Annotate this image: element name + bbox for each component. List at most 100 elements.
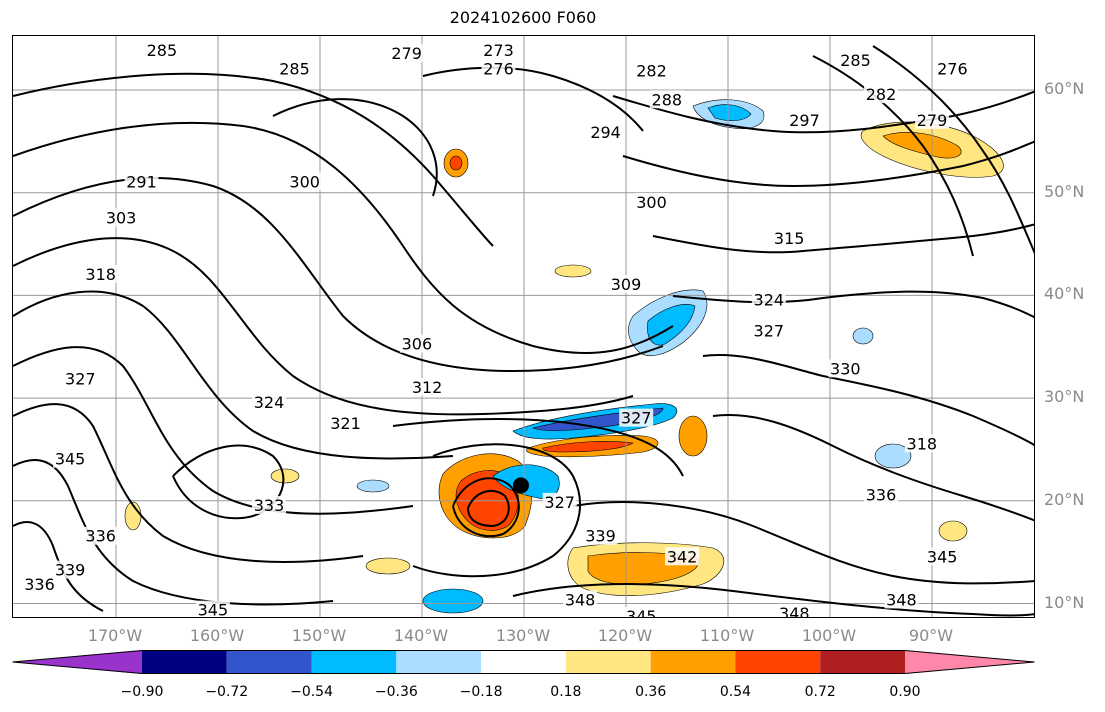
contour-label: 312	[412, 378, 443, 397]
colorbar-extend-high	[905, 650, 1035, 674]
contour-label-bg	[53, 449, 88, 468]
colorbar-tick-label: 0.18	[550, 684, 582, 700]
latitude-label: 10°N	[1044, 592, 1085, 612]
contour-label: 315	[774, 229, 805, 248]
contour-label-bg	[634, 192, 669, 211]
colorbar-segment	[142, 650, 227, 674]
colorbar-segment	[226, 650, 312, 674]
contour-label: 297	[789, 111, 820, 130]
latitude-label: 30°N	[1044, 387, 1085, 407]
contour-label-bg	[649, 90, 684, 109]
contour-label-bg	[838, 51, 873, 70]
contour-label: 306	[402, 335, 433, 354]
contour-label-bg	[619, 408, 654, 427]
contour-label-bg	[884, 590, 919, 609]
contour-label: 309	[611, 275, 642, 294]
contour-label: 345	[198, 601, 229, 618]
contour-label-bg	[777, 603, 812, 617]
colorbar-segment	[396, 650, 482, 674]
contour-label: 273	[483, 41, 514, 60]
contour-label: 324	[754, 291, 785, 310]
contour-label-bg	[935, 59, 970, 78]
contour-label-bg	[63, 369, 98, 388]
colorbar-tick-label: 0.54	[719, 684, 752, 700]
contour-label: 324	[254, 393, 285, 412]
contour-label-bg	[195, 600, 230, 617]
longitude-label: 130°W	[495, 626, 551, 645]
contour-label: 294	[590, 123, 621, 142]
latitude-label: 50°N	[1044, 181, 1085, 201]
contour-label: 279	[917, 111, 948, 130]
colorbar-extend-low	[12, 650, 142, 674]
contour-label: 348	[565, 590, 596, 609]
contour-label: 282	[866, 85, 897, 104]
contour-label-bg	[252, 393, 286, 412]
contour-label: 282	[636, 62, 667, 81]
contour-label: 318	[85, 265, 116, 284]
longitude-label: 110°W	[699, 626, 755, 645]
map-panel[interactable]: 285 279 273 276 282 285 276 288 282 279 297 294 285 3…	[12, 35, 1035, 618]
contour-label-bg	[83, 264, 118, 283]
colorbar-tick-label: −0.90	[120, 684, 164, 700]
contour-label: 276	[937, 59, 968, 78]
contour-label: 288	[652, 90, 683, 109]
colorbar-tick-label: 0.72	[804, 684, 836, 700]
contour-label: 327	[544, 493, 575, 512]
longitude-label: 140°W	[393, 626, 449, 645]
contour-label-bg	[665, 547, 700, 566]
contour-label-bg	[583, 526, 618, 545]
contour-label-bg	[104, 208, 139, 227]
contour-label-bg	[287, 172, 322, 191]
contour-label: 336	[866, 486, 897, 505]
contour-label-bg	[609, 275, 643, 294]
contour-label-bg	[328, 413, 363, 432]
longitude-label: 100°W	[801, 626, 857, 645]
colorbar-segment	[650, 650, 736, 674]
contour-label: 285	[279, 59, 310, 78]
latitude-label: 60°N	[1044, 79, 1085, 98]
longitude-label: 160°W	[189, 626, 245, 645]
contour-label-bg	[925, 547, 960, 566]
contour-label: 348	[886, 590, 917, 609]
contour-label: 327	[621, 409, 652, 428]
contour-label-bg	[787, 110, 822, 129]
colorbar-tick-label: −0.18	[459, 684, 503, 700]
contour-label-bg	[410, 377, 445, 396]
colorbar-segment	[820, 650, 905, 674]
contour-label: 342	[667, 547, 698, 566]
contour-label-bg	[83, 526, 118, 545]
longitude-label: 150°W	[291, 626, 347, 645]
contour-label: 333	[254, 496, 285, 515]
contour-label: 285	[840, 51, 871, 70]
contour-label: 327	[754, 321, 785, 340]
colorbar-segment	[735, 650, 821, 674]
contour-label: 336	[85, 527, 116, 546]
contour-label-bg	[751, 290, 786, 309]
contour-label-bg	[124, 172, 159, 191]
storm-center-marker[interactable]	[512, 477, 529, 494]
contour-label: 345	[927, 547, 958, 566]
contour-label-bg	[634, 61, 669, 80]
map-title: 2024102600 F060	[449, 8, 597, 27]
contour-label: 321	[330, 414, 361, 433]
contour-label: 318	[907, 434, 938, 453]
contour-label: 300	[636, 193, 667, 212]
latitude-label: 40°N	[1044, 284, 1085, 304]
colorbar-segment	[565, 650, 651, 674]
contour-label: 300	[289, 172, 320, 191]
contour-label-bg	[481, 59, 516, 78]
contour-label-bg	[252, 495, 286, 514]
contour-label-bg	[277, 59, 312, 78]
contour-label-bg	[915, 110, 949, 129]
colorbar-outline	[12, 650, 1035, 674]
contour-label: 276	[483, 59, 514, 78]
contour-label: 327	[65, 370, 96, 389]
contour-label-bg	[588, 123, 623, 142]
contour-label-bg	[542, 492, 577, 511]
contour-label-bg	[904, 434, 939, 453]
contour-label-bg	[399, 334, 434, 353]
colorbar-tick-label: 0.36	[635, 684, 667, 700]
contour-label: 330	[830, 359, 861, 378]
contour-label-bg	[864, 85, 898, 104]
